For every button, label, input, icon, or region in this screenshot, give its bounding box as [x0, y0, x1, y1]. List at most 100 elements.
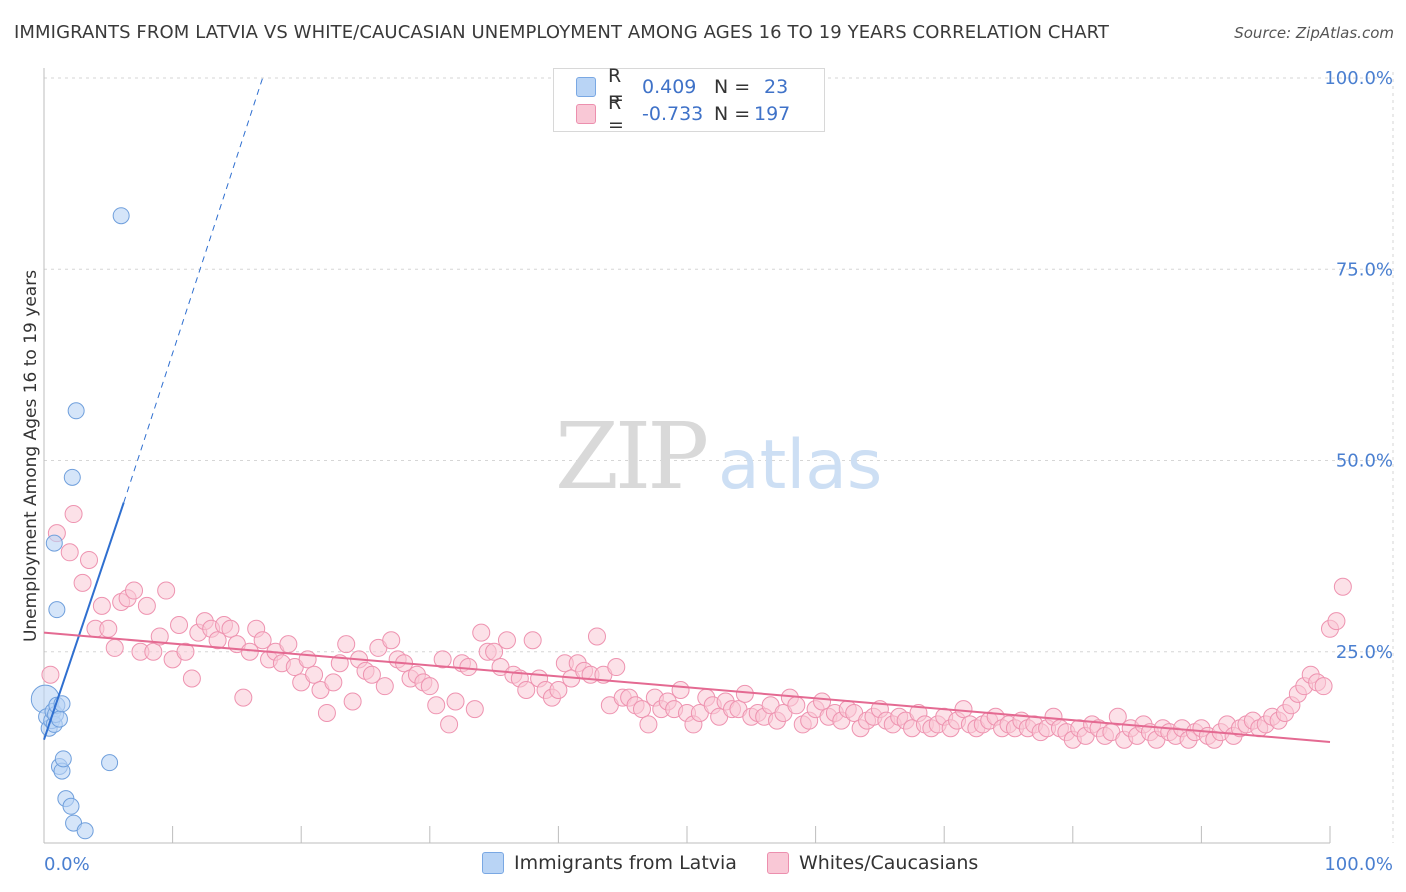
data-point-whites: [523, 631, 542, 650]
data-point-whites: [305, 665, 324, 684]
watermark: ZIP atlas: [555, 403, 882, 510]
data-point-whites: [105, 638, 124, 657]
data-point-whites: [324, 673, 343, 692]
series-legend-label: Whites/Caucasians: [798, 852, 979, 874]
legend-r-label: R =: [608, 65, 624, 109]
data-point-whites: [80, 550, 99, 569]
data-point-whites: [587, 627, 606, 646]
series-legend: Immigrants from Latvia Whites/Caucasians: [482, 852, 1008, 874]
data-point-whites: [41, 665, 60, 684]
data-point-whites: [735, 684, 754, 703]
data-point-whites: [137, 596, 156, 615]
data-point-whites: [382, 631, 401, 650]
data-point-latvia: [48, 601, 66, 619]
data-point-whites: [157, 581, 176, 600]
data-point-whites: [73, 573, 92, 592]
watermark-zip: ZIP: [555, 403, 706, 510]
legend-row-whites: R = -0.733 N = 197: [576, 92, 791, 136]
data-point-whites: [1108, 707, 1127, 726]
data-point-whites: [176, 642, 195, 661]
data-point-whites: [1314, 677, 1333, 696]
data-point-whites: [208, 631, 227, 650]
data-point-whites: [317, 703, 336, 722]
y-axis-title: Unemployment Among Ages 16 to 19 years: [21, 270, 41, 642]
trend-line-whites: [43, 631, 1331, 744]
watermark-atlas: atlas: [718, 426, 882, 505]
y-tick-label: 50.0%: [1336, 451, 1393, 472]
series-legend-latvia[interactable]: Immigrants from Latvia: [482, 852, 737, 874]
series-legend-whites[interactable]: Whites/Caucasians: [766, 852, 979, 874]
legend-r-value: 0.409: [642, 76, 697, 98]
legend-r-value: -0.733: [642, 103, 704, 125]
data-point-whites: [253, 631, 272, 650]
data-point-whites: [954, 700, 973, 719]
data-point-whites: [472, 623, 491, 642]
x-tick-label-max: 100.0%: [1324, 854, 1393, 875]
data-point-whites: [60, 543, 79, 562]
data-point-whites: [465, 700, 484, 719]
correlation-legend: R = 0.409 N = 23 R = -0.733 N = 197: [553, 65, 825, 136]
data-point-latvia: [76, 822, 94, 840]
legend-r-label: R =: [608, 92, 624, 136]
chart-title: IMMIGRANTS FROM LATVIA VS WHITE/CAUCASIA…: [14, 22, 1110, 43]
data-point-whites: [92, 596, 111, 615]
axis-labels: 25.0% 50.0% 75.0% 100.0% 0.0% 100.0% Unemploym…: [21, 68, 1393, 875]
data-point-whites: [787, 696, 806, 715]
series-legend-label: Immigrants from Latvia: [514, 852, 737, 874]
data-point-latvia: [63, 468, 81, 486]
source-credit: Source: ZipAtlas.com: [1234, 24, 1394, 42]
data-point-latvia: [67, 402, 85, 420]
data-point-whites: [279, 635, 298, 654]
data-point-latvia: [62, 797, 80, 815]
legend-row-latvia: R = 0.409 N = 23: [576, 65, 789, 109]
data-point-whites: [446, 692, 465, 711]
data-point-whites: [64, 505, 83, 524]
data-point-whites: [671, 681, 690, 699]
legend-swatch-blue: [576, 77, 596, 97]
data-point-whites: [813, 692, 832, 711]
data-point-whites: [298, 650, 317, 669]
data-point-whites: [375, 677, 394, 696]
data-point-whites: [440, 715, 459, 734]
x-tick-label-min: 0.0%: [44, 854, 90, 875]
data-point-whites: [639, 715, 658, 734]
y-tick-label: 75.0%: [1336, 259, 1393, 280]
legend-n-value: 197: [754, 103, 791, 125]
data-point-whites: [150, 627, 169, 646]
trend-line-latvia: [43, 502, 125, 741]
series-latvia-points: [30, 207, 130, 840]
series-swatch-blue: [482, 852, 504, 874]
data-point-whites: [234, 688, 253, 707]
data-point-whites: [632, 700, 651, 719]
data-point-whites: [607, 658, 626, 677]
series-swatch-pink: [766, 852, 789, 874]
legend-n-label: N =: [714, 103, 751, 125]
data-point-whites: [343, 692, 362, 711]
data-point-whites: [221, 619, 240, 638]
y-tick-label: 100.0%: [1324, 68, 1393, 89]
data-point-whites: [433, 650, 452, 669]
data-point-whites: [1327, 612, 1346, 631]
data-point-whites: [485, 642, 504, 661]
series-whites-caucasians-points: [41, 505, 1352, 749]
trend-line-latvia-extension: [123, 77, 264, 503]
data-point-whites: [497, 631, 516, 650]
data-point-whites: [362, 665, 381, 684]
data-point-whites: [182, 669, 201, 688]
legend-n-label: N =: [714, 76, 751, 98]
data-point-whites: [549, 681, 568, 699]
data-point-latvia: [112, 207, 130, 225]
data-point-latvia: [54, 750, 72, 768]
data-point-whites: [144, 642, 163, 661]
legend-n-value: 23: [764, 76, 789, 98]
data-point-whites: [337, 635, 356, 654]
data-point-whites: [99, 619, 118, 638]
data-point-latvia: [45, 534, 63, 552]
trend-lines: [43, 77, 1331, 744]
data-point-whites: [427, 696, 446, 715]
data-point-whites: [517, 681, 536, 699]
data-point-whites: [420, 677, 439, 696]
data-point-whites: [459, 658, 478, 677]
data-point-whites: [170, 615, 189, 634]
